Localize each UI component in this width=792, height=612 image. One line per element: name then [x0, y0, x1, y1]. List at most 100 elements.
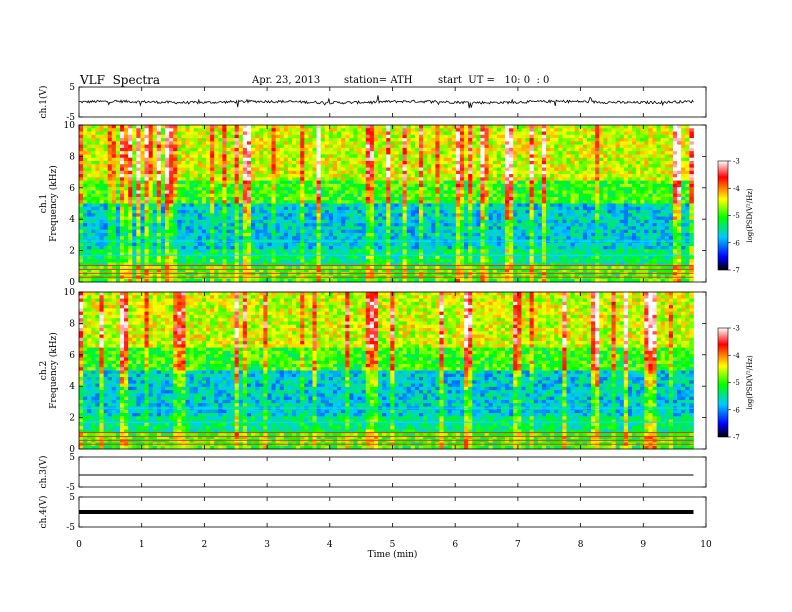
spectrogram-cell [451, 138, 457, 142]
spectrogram-cell [537, 203, 543, 208]
spectrogram-cell [152, 200, 158, 204]
spectrogram-cell [214, 131, 219, 136]
spectrogram-cell [193, 151, 199, 155]
spectrogram-cell [308, 125, 313, 129]
spectrogram-cell [427, 125, 432, 129]
spectrogram-cell [242, 219, 248, 224]
spectrogram-cell [324, 174, 330, 178]
spectrogram-cell [410, 147, 416, 152]
spectrogram-cell [300, 164, 305, 168]
spectrogram-cell [181, 134, 186, 139]
spectrogram-cell [332, 226, 338, 231]
spectrogram-cell [550, 219, 555, 224]
spectrogram-cell [296, 183, 301, 188]
spectrogram-cell [394, 125, 399, 129]
spectrogram-cell [246, 125, 252, 129]
spectrogram-cell [410, 174, 416, 178]
spectrogram-cell [664, 154, 670, 159]
spectrogram-cell [423, 219, 428, 224]
spectrogram-cell [267, 226, 272, 231]
spectrogram-cell [136, 180, 141, 185]
spectrogram-cell [238, 141, 244, 146]
spectrogram-cell [664, 174, 670, 178]
spectrogram-cell [509, 200, 514, 204]
spectrogram-cell [320, 193, 326, 198]
spectrogram-cell [513, 200, 518, 204]
spectrogram-cell [586, 131, 592, 136]
spectrogram-cell [419, 196, 424, 201]
spectrogram-cell [611, 170, 617, 175]
spectrogram-cell [152, 128, 158, 132]
spectrogram-cell [562, 131, 567, 136]
spectrogram-cell [578, 125, 584, 129]
spectrogram-cell [177, 203, 182, 208]
spectrogram-cell [640, 200, 645, 204]
spectrogram-cell [451, 167, 457, 172]
spectrogram-cell [541, 144, 547, 149]
spectrogram-cell [283, 213, 289, 217]
spectrogram-cell [83, 183, 88, 188]
spectrogram-cell [427, 167, 432, 172]
spectrogram-cell [505, 167, 510, 172]
spectrogram-cell [292, 141, 297, 146]
spectrogram-cell [390, 196, 395, 201]
spectrogram-cell [492, 151, 498, 155]
spectrogram-cell [656, 138, 662, 142]
spectrogram-cell [210, 134, 215, 139]
spectrogram-cell [279, 128, 285, 132]
spectrogram-cell [214, 183, 219, 188]
spectrogram-cell [623, 167, 629, 172]
spectrogram-cell [124, 170, 129, 175]
spectrogram-cell [79, 164, 84, 168]
spectrogram-cell [586, 229, 592, 234]
spectrogram-cell [83, 160, 88, 165]
spectrogram-cell [165, 160, 170, 165]
spectrogram-cell [525, 203, 531, 208]
spectrogram-cell [611, 200, 617, 204]
spectrogram-cell [656, 203, 662, 208]
spectrogram-cell [296, 190, 301, 195]
spectrogram-cell [414, 219, 420, 224]
spectrogram-cell [205, 157, 211, 162]
spectrogram-cell [603, 183, 608, 188]
spectrogram-cell [263, 128, 268, 132]
spectrogram-cell [287, 138, 293, 142]
spectrogram-cell [595, 128, 600, 132]
spectrogram-cell [353, 128, 358, 132]
spectrogram-cell [189, 210, 195, 214]
spectrogram-cell [160, 223, 166, 227]
spectrogram-cell [316, 226, 322, 231]
spectrogram-cell [574, 219, 580, 224]
spectrogram-cell [689, 223, 694, 227]
spectrogram-cell [251, 232, 256, 237]
spectrogram-cell [378, 154, 383, 159]
spectrogram-cell [177, 206, 182, 211]
spectrogram-cell [455, 206, 461, 211]
spectrogram-cell [214, 226, 219, 231]
spectrogram-cell [451, 174, 457, 178]
spectrogram-cell [672, 213, 678, 217]
spectrogram-cell [615, 210, 621, 214]
spectrogram-cell [308, 183, 313, 188]
spectrogram-cell [345, 229, 350, 234]
spectrogram-cell [283, 138, 289, 142]
spectrogram-cell [476, 174, 481, 178]
spectrogram-cell [345, 170, 350, 175]
spectrogram-cell [681, 144, 686, 149]
spectrogram-cell [337, 151, 342, 155]
spectrogram-cell [382, 200, 387, 204]
spectrogram-cell [349, 223, 354, 227]
spectrogram-cell [115, 151, 121, 155]
spectrogram-cell [660, 203, 666, 208]
spectrogram-cell [304, 206, 309, 211]
spectrogram-cell [439, 138, 444, 142]
spectrogram-cell [472, 187, 477, 191]
spectrogram-cell [337, 164, 342, 168]
spectrogram-cell [304, 219, 309, 224]
spectrogram-cell [398, 216, 404, 221]
spectrogram-cell [140, 167, 145, 172]
spectrogram-cell [234, 193, 240, 198]
spectrogram-cell [189, 134, 195, 139]
spectrogram-cell [296, 144, 301, 149]
spectrogram-cell [275, 144, 281, 149]
